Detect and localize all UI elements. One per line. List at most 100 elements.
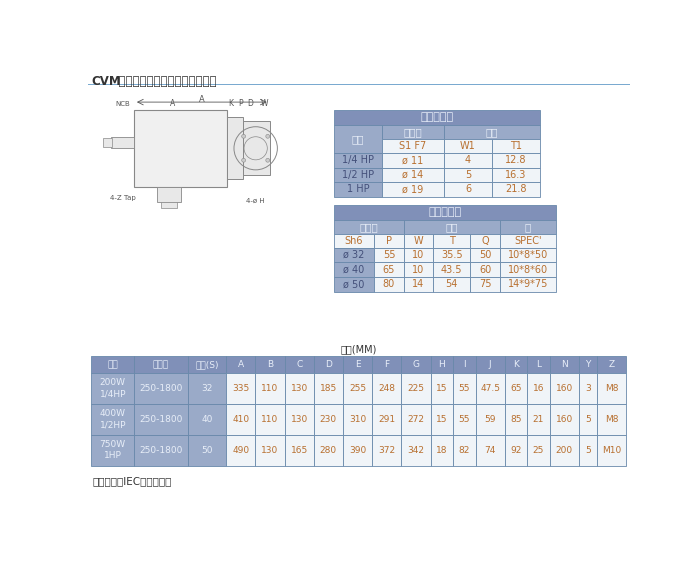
Text: 160: 160	[556, 384, 573, 393]
Bar	[475, 435, 505, 465]
Text: 5: 5	[585, 415, 591, 424]
Bar	[188, 404, 226, 435]
Bar	[158, 187, 181, 202]
Circle shape	[241, 158, 246, 162]
Text: 160: 160	[556, 415, 573, 424]
Text: 55: 55	[383, 250, 395, 260]
Bar	[382, 167, 444, 182]
Bar	[374, 234, 404, 248]
Bar	[453, 373, 475, 404]
Text: A: A	[170, 99, 176, 108]
Text: 55: 55	[458, 384, 470, 393]
Text: F: F	[384, 360, 389, 369]
Text: 230: 230	[320, 415, 337, 424]
Bar	[500, 220, 556, 234]
Bar	[343, 373, 372, 404]
Text: 200: 200	[556, 446, 573, 455]
Bar	[134, 435, 188, 465]
Text: Q: Q	[482, 235, 489, 246]
Bar	[94, 94, 322, 202]
Bar	[505, 435, 527, 465]
Text: W: W	[260, 99, 268, 108]
Bar	[470, 277, 500, 292]
Text: 鍵槽: 鍵槽	[486, 127, 498, 137]
Text: 5: 5	[465, 170, 471, 180]
Bar	[404, 262, 433, 277]
Text: 32: 32	[202, 384, 213, 393]
Text: 342: 342	[407, 446, 424, 455]
Text: 鍵槽: 鍵槽	[445, 222, 458, 232]
Text: 備註：配合IEC馬達為主。: 備註：配合IEC馬達為主。	[93, 477, 172, 486]
Text: ø 32: ø 32	[344, 250, 365, 260]
Bar	[401, 404, 430, 435]
Text: ø 14: ø 14	[402, 170, 423, 180]
Bar	[404, 220, 500, 234]
Bar	[579, 373, 597, 404]
Text: 130: 130	[290, 415, 308, 424]
Text: 372: 372	[378, 446, 395, 455]
Bar	[453, 435, 475, 465]
Text: J: J	[489, 360, 491, 369]
Text: 出力軸: 出力軸	[360, 222, 378, 232]
Bar	[256, 373, 285, 404]
Text: 10: 10	[412, 250, 424, 260]
Bar	[226, 435, 255, 465]
Circle shape	[241, 134, 246, 138]
Text: 410: 410	[232, 415, 249, 424]
Bar	[492, 153, 540, 167]
Bar	[374, 248, 404, 262]
Text: 鍵: 鍵	[524, 222, 531, 232]
Bar	[334, 167, 382, 182]
Bar	[492, 182, 540, 197]
Text: 250-1800: 250-1800	[139, 384, 183, 393]
Bar	[527, 356, 550, 373]
Bar	[314, 373, 343, 404]
Text: 225: 225	[407, 384, 424, 393]
Text: 47.5: 47.5	[480, 384, 500, 393]
Bar	[401, 373, 430, 404]
Text: M8: M8	[605, 415, 618, 424]
Bar	[550, 404, 579, 435]
Text: 65: 65	[510, 384, 522, 393]
Text: G: G	[412, 360, 419, 369]
Text: I: I	[463, 360, 466, 369]
Text: 291: 291	[378, 415, 395, 424]
Bar	[226, 356, 255, 373]
Bar	[334, 277, 374, 292]
Bar	[382, 139, 444, 153]
Bar	[161, 202, 176, 209]
Bar	[401, 356, 430, 373]
Text: NCB: NCB	[115, 101, 130, 107]
Bar	[334, 262, 374, 277]
Text: 255: 255	[349, 384, 366, 393]
Bar	[433, 262, 470, 277]
Text: 165: 165	[290, 446, 308, 455]
Text: 110: 110	[261, 384, 279, 393]
Text: A: A	[199, 94, 204, 103]
Bar	[334, 205, 556, 220]
Text: 21: 21	[533, 415, 544, 424]
Bar	[188, 373, 226, 404]
Text: SPEC': SPEC'	[514, 235, 542, 246]
Bar	[372, 356, 401, 373]
Text: 14: 14	[412, 279, 424, 289]
Text: 21.8: 21.8	[505, 184, 527, 194]
Text: P: P	[239, 99, 244, 108]
Text: Z: Z	[608, 360, 615, 369]
Text: 250-1800: 250-1800	[139, 415, 183, 424]
Bar	[372, 373, 401, 404]
Text: 35.5: 35.5	[441, 250, 463, 260]
Text: M10: M10	[602, 446, 621, 455]
Bar	[134, 373, 188, 404]
Text: D: D	[325, 360, 332, 369]
Bar	[343, 356, 372, 373]
Text: 入力孔尺寸: 入力孔尺寸	[421, 112, 454, 123]
Text: 272: 272	[407, 415, 424, 424]
Text: C: C	[296, 360, 302, 369]
Text: 390: 390	[349, 446, 366, 455]
Text: Sh6: Sh6	[345, 235, 363, 246]
Text: 單位(MM): 單位(MM)	[341, 345, 377, 354]
Text: 馬力: 馬力	[107, 360, 118, 369]
Text: A: A	[238, 360, 244, 369]
Text: 1 HP: 1 HP	[346, 184, 370, 194]
